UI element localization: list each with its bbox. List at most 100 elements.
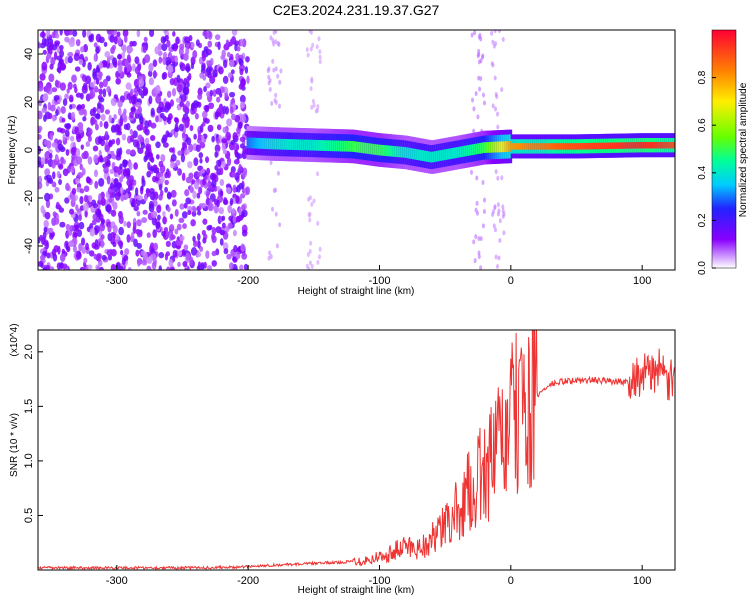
signal-cell [520,143,524,150]
signal-cell [303,139,308,151]
noise-cell [494,106,498,112]
noise-cell [145,143,152,151]
noise-cell [142,209,148,215]
noise-cell [496,175,500,181]
signal-cell [640,141,645,149]
noise-cell [233,244,238,253]
noise-cell [38,42,41,49]
noise-cell [56,127,63,133]
noise-cell [126,72,132,78]
signal-cell [463,145,467,157]
signal-cell [378,144,383,156]
signal-cell [565,143,570,150]
noise-cell [41,30,45,38]
noise-cell [44,168,51,176]
noise-cell [121,133,127,141]
signal-cell [611,142,615,149]
noise-cell [129,40,134,47]
noise-cell [203,86,207,93]
noise-cell [100,239,105,249]
spectrogram-y-ticks: -40 -20 0 20 40 [23,48,43,254]
noise-cell [155,84,161,94]
noise-cell [149,191,156,201]
noise-cell [494,41,498,47]
noise-cell [102,88,107,98]
signal-cell [394,146,398,157]
noise-cell [55,109,59,117]
noise-cell [151,253,157,262]
signal-cell [542,143,546,150]
noise-cell [211,179,217,188]
signal-cell [587,142,591,150]
figure-title: C2E3.2024.231.19.37.G27 [273,2,440,18]
noise-cell [115,77,122,85]
noise-cell [169,78,175,86]
noise-cell [226,157,232,166]
noise-cell [316,104,320,110]
signal-cell [473,144,477,155]
noise-cell [44,150,51,160]
signal-cell [453,147,458,159]
noise-cell [236,216,241,223]
noise-cell [59,146,66,153]
noise-cell [206,66,212,74]
noise-cell [121,257,126,265]
noise-cell [91,219,97,226]
noise-cell [71,196,76,204]
noise-cell [75,204,79,211]
noise-cell [79,163,83,171]
noise-cell [309,46,313,52]
noise-cell [94,180,99,189]
noise-cell [193,133,197,140]
noise-cell [104,144,110,153]
noise-cell [102,78,108,88]
noise-cell [497,208,501,214]
noise-cell [198,152,204,159]
signal-cell [431,151,436,163]
noise-cell [42,266,47,270]
noise-cell [197,240,201,249]
noise-cell [190,42,195,49]
noise-cell [123,108,127,115]
noise-cell [88,250,95,257]
signal-cell [437,150,442,162]
noise-cell [274,211,278,217]
noise-cell [309,86,313,92]
noise-cell [104,130,109,137]
noise-cell [88,195,93,201]
noise-cell [470,32,474,38]
noise-cell [80,144,84,150]
noise-cell [160,175,165,183]
noise-cell [270,101,274,107]
signal-cell [496,141,501,153]
noise-cell [137,257,141,267]
noise-cell [167,206,171,213]
noise-cell [77,172,84,179]
noise-cell [93,225,100,234]
noise-cell [245,186,251,195]
noise-cell [184,119,190,129]
noise-cell [59,82,66,91]
noise-cell [152,175,157,183]
noise-cell [179,101,185,108]
noise-cell [140,93,145,99]
noise-cell [111,44,117,51]
signal-cell [601,142,605,150]
noise-cell [140,250,146,256]
colorbar-label: Normalized spectral amplitude [738,82,749,217]
signal-cell [579,143,584,150]
noise-cell [200,202,207,209]
noise-cell [308,260,312,266]
noise-cell [318,59,322,65]
signal-cell [374,144,379,155]
noise-cell [133,78,140,88]
signal-cell [274,138,278,150]
noise-cell [163,30,168,35]
noise-cell [75,178,81,184]
noise-cell [195,39,200,47]
signal-cell [557,143,562,150]
noise-cell [176,74,181,83]
noise-cell [477,59,481,65]
noise-cell [99,120,103,128]
noise-cell [168,258,174,268]
